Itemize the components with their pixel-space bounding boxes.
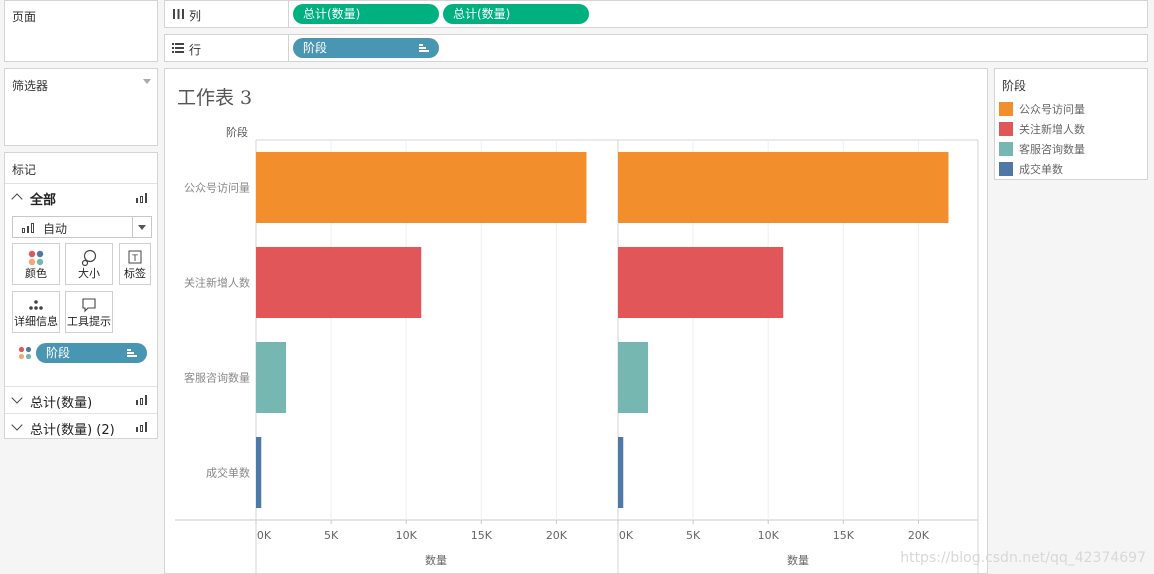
color-button[interactable]: 颜色 — [12, 243, 60, 285]
row-label: 客服咨询数量 — [184, 371, 250, 385]
x-tick-label: 20K — [546, 529, 568, 542]
color-dots-icon — [18, 346, 32, 360]
filters-panel[interactable]: 筛选器 — [4, 68, 158, 146]
columns-icon — [173, 9, 184, 19]
row-label: 公众号访问量 — [184, 182, 250, 195]
tooltip-button-label: 工具提示 — [67, 315, 111, 328]
legend-swatch-1 — [999, 102, 1013, 116]
size-button-label: 大小 — [78, 267, 100, 280]
x-tick-label: 5K — [324, 529, 339, 542]
color-field-pill-label: 阶段 — [46, 346, 71, 360]
legend-swatch-4 — [999, 162, 1013, 176]
x-tick-label: 15K — [833, 529, 855, 542]
detail-icon — [29, 300, 43, 310]
rows-shelf[interactable]: 行 阶段 — [164, 34, 1148, 62]
bar-mark-icon — [135, 395, 147, 405]
label-icon: T — [128, 250, 142, 264]
marks-measure-label: 总计(数量) — [30, 396, 93, 411]
x-tick-label: 5K — [686, 529, 701, 542]
columns-pill-2-label: 总计(数量) — [453, 7, 511, 21]
x-tick-label: 10K — [758, 529, 780, 542]
bar-1 — [618, 152, 949, 223]
detail-button[interactable]: 详细信息 — [12, 291, 60, 333]
columns-pill-1[interactable]: 总计(数量) — [293, 4, 439, 24]
mark-type-value: 自动 — [43, 222, 68, 236]
sheet-title: 工作表 3 — [177, 87, 253, 109]
tooltip-icon — [82, 298, 96, 313]
bar-3 — [256, 342, 287, 413]
x-axis-title: 数量 — [425, 554, 447, 567]
columns-shelf[interactable]: 列 总计(数量) 总计(数量) — [164, 0, 1148, 28]
marks-all-label: 全部 — [30, 193, 57, 208]
legend-item-4-label: 成交单数 — [1019, 163, 1063, 176]
chevron-down-icon[interactable] — [11, 392, 23, 404]
sort-icon — [419, 44, 429, 52]
legend-title: 阶段 — [1002, 79, 1027, 93]
legend-item-3-label: 客服咨询数量 — [1019, 143, 1085, 156]
marks-measure-row-2[interactable]: 总计(数量) (2) — [5, 413, 157, 439]
marks-panel: 标记 全部 自动 颜色 大小 T 标签 详细信息 — [4, 152, 158, 439]
filters-dropdown-icon[interactable] — [143, 79, 151, 84]
tooltip-button[interactable]: 工具提示 — [65, 291, 113, 333]
color-field-pill[interactable]: 阶段 — [36, 343, 147, 363]
marks-measure-row[interactable]: 总计(数量) — [5, 386, 157, 413]
bar-mark-icon — [135, 193, 147, 203]
x-tick-label: 0K — [257, 529, 272, 542]
row-header-label: 阶段 — [226, 126, 248, 139]
label-button[interactable]: T 标签 — [119, 243, 151, 285]
filters-panel-title: 筛选器 — [12, 79, 49, 93]
bar-mark-icon — [22, 223, 34, 233]
bar-3 — [618, 342, 649, 413]
rows-icon — [172, 43, 184, 53]
bar-2 — [618, 247, 784, 318]
columns-shelf-header: 列 — [165, 1, 289, 27]
watermark: https://blog.csdn.net/qq_42374697 — [900, 550, 1146, 566]
bar-1 — [256, 152, 587, 223]
columns-pill-1-label: 总计(数量) — [303, 7, 361, 21]
mark-type-select[interactable]: 自动 — [12, 216, 152, 238]
rows-shelf-header: 行 — [165, 35, 289, 61]
bar-2 — [256, 247, 422, 318]
columns-pill-2[interactable]: 总计(数量) — [443, 4, 589, 24]
svg-text:T: T — [131, 254, 138, 264]
pages-panel[interactable]: 页面 — [4, 0, 158, 62]
rows-pill-1[interactable]: 阶段 — [293, 38, 439, 58]
row-label: 关注新增人数 — [184, 276, 250, 290]
x-tick-label: 20K — [908, 529, 930, 542]
legend-item-1-label: 公众号访问量 — [1019, 103, 1085, 116]
worksheet[interactable]: 工作表 3 阶段 公众号访问量 关注新增人数 客服咨询数量成交单数 0K 5K 10K 15… — [164, 68, 988, 574]
row-label: 成交单数 — [206, 466, 250, 480]
detail-button-label: 详细信息 — [14, 315, 58, 328]
color-dots-icon — [28, 250, 44, 266]
marks-panel-title: 标记 — [12, 163, 37, 177]
label-button-label: 标签 — [124, 267, 146, 280]
x-tick-label: 15K — [471, 529, 493, 542]
marks-measure-label-2: 总计(数量) (2) — [30, 423, 115, 438]
bar-4 — [256, 437, 262, 508]
marks-all-row[interactable]: 全部 — [5, 183, 157, 210]
mark-type-separator — [132, 217, 133, 237]
x-tick-label: 0K — [619, 529, 634, 542]
chevron-down-icon[interactable] — [11, 419, 23, 431]
color-button-label: 颜色 — [25, 267, 47, 280]
x-tick-label: 10K — [396, 529, 418, 542]
rows-shelf-label: 行 — [189, 43, 202, 57]
size-button[interactable]: 大小 — [65, 243, 113, 285]
legend-item-2-label: 关注新增人数 — [1019, 123, 1085, 136]
bar-4 — [618, 437, 624, 508]
size-icon — [81, 249, 97, 267]
columns-shelf-label: 列 — [189, 9, 202, 23]
bar-mark-icon — [135, 422, 147, 432]
color-legend[interactable]: 阶段 公众号访问量 关注新增人数 客服咨询数量 成交单数 — [994, 68, 1148, 180]
legend-swatch-2 — [999, 122, 1013, 136]
legend-swatch-3 — [999, 142, 1013, 156]
sort-icon — [127, 349, 137, 357]
x-axis-title: 数量 — [787, 554, 809, 567]
pages-panel-title: 页面 — [12, 10, 37, 24]
chevron-up-icon[interactable] — [11, 193, 23, 205]
chevron-down-icon[interactable] — [138, 225, 146, 230]
rows-pill-1-label: 阶段 — [303, 41, 328, 55]
